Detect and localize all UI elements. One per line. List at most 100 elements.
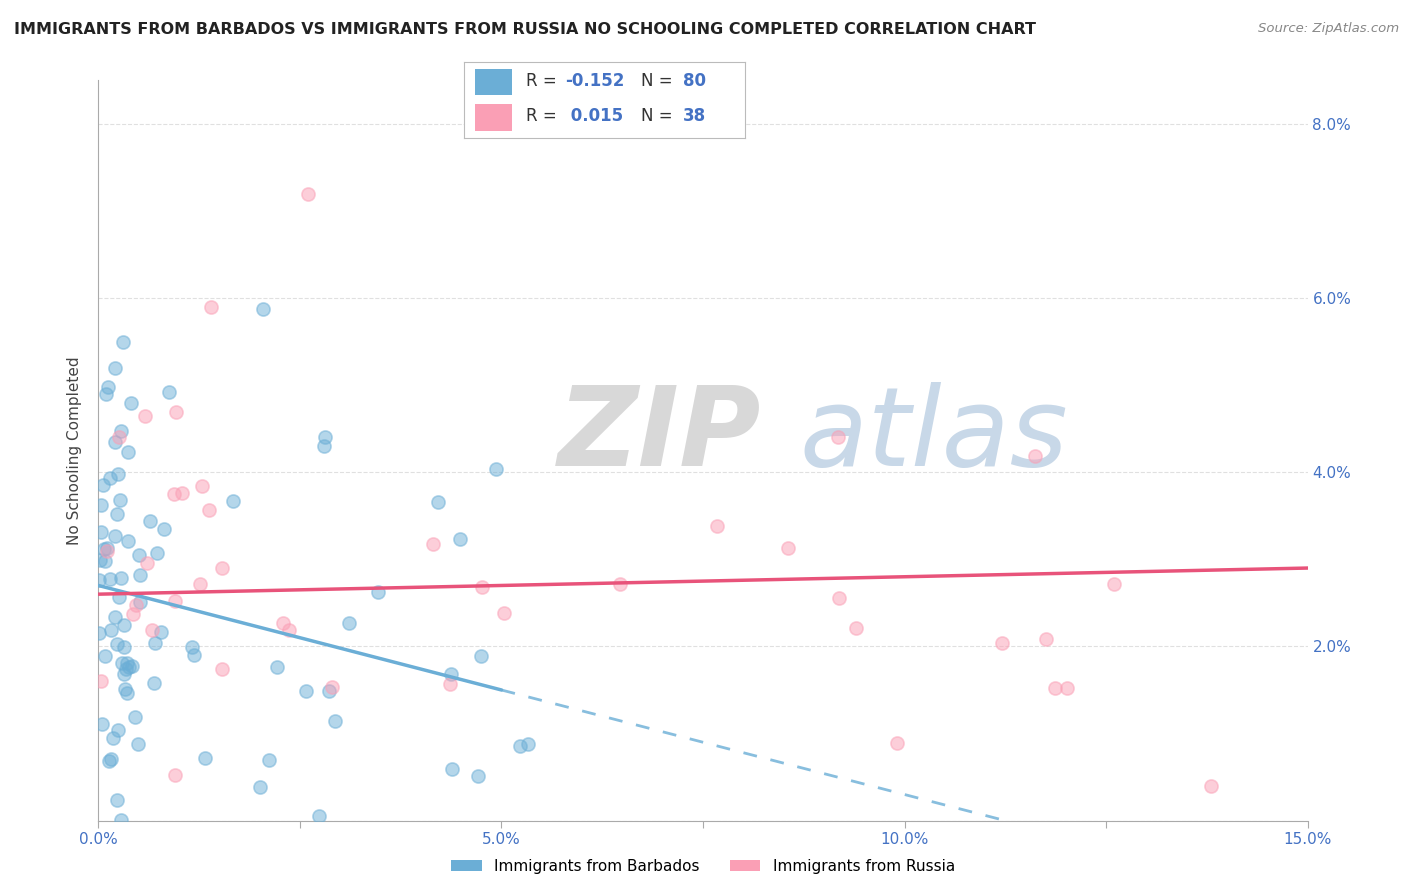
Point bbox=[314, 439, 336, 453]
Point bbox=[321, 680, 343, 694]
Point bbox=[110, 570, 132, 584]
Point bbox=[1056, 681, 1078, 696]
Point bbox=[120, 395, 142, 409]
Point bbox=[90, 716, 112, 731]
Point bbox=[134, 409, 156, 424]
Point bbox=[104, 528, 127, 542]
Point bbox=[470, 649, 492, 664]
Point bbox=[439, 677, 461, 691]
Point bbox=[89, 553, 111, 567]
Text: R =: R = bbox=[526, 107, 562, 125]
Point bbox=[441, 762, 464, 776]
Point bbox=[494, 606, 516, 620]
Point bbox=[112, 618, 135, 632]
Point bbox=[129, 595, 152, 609]
Point bbox=[163, 768, 186, 782]
Text: Source: ZipAtlas.com: Source: ZipAtlas.com bbox=[1258, 22, 1399, 36]
Point bbox=[163, 594, 186, 608]
Point bbox=[422, 537, 444, 551]
Legend: Immigrants from Barbados, Immigrants from Russia: Immigrants from Barbados, Immigrants fro… bbox=[444, 853, 962, 880]
Point bbox=[827, 430, 849, 444]
Point bbox=[426, 495, 449, 509]
Point bbox=[485, 461, 508, 475]
Point bbox=[146, 546, 169, 560]
Point bbox=[198, 503, 221, 517]
Point bbox=[277, 623, 299, 637]
Point bbox=[222, 494, 245, 508]
Point bbox=[180, 640, 202, 654]
Point bbox=[194, 751, 217, 765]
Point bbox=[318, 684, 340, 698]
Point bbox=[266, 660, 288, 674]
Point bbox=[121, 607, 143, 621]
Point bbox=[367, 585, 389, 599]
Point bbox=[110, 425, 132, 439]
FancyBboxPatch shape bbox=[475, 69, 512, 95]
Point bbox=[706, 519, 728, 533]
Point bbox=[105, 793, 128, 807]
Point bbox=[110, 492, 132, 507]
Point bbox=[112, 667, 135, 681]
Point bbox=[103, 731, 125, 745]
Text: 80: 80 bbox=[683, 72, 706, 90]
Point bbox=[114, 681, 136, 696]
Point bbox=[108, 591, 131, 605]
Point bbox=[1102, 577, 1125, 591]
Point bbox=[828, 591, 851, 605]
Text: IMMIGRANTS FROM BARBADOS VS IMMIGRANTS FROM RUSSIA NO SCHOOLING COMPLETED CORREL: IMMIGRANTS FROM BARBADOS VS IMMIGRANTS F… bbox=[14, 22, 1036, 37]
Text: N =: N = bbox=[641, 107, 678, 125]
Point bbox=[124, 710, 146, 724]
Point bbox=[271, 615, 294, 630]
Point bbox=[249, 780, 271, 794]
Point bbox=[297, 186, 319, 201]
Point bbox=[103, 610, 125, 624]
Point bbox=[117, 534, 139, 549]
Point bbox=[165, 405, 187, 419]
Point bbox=[145, 635, 167, 649]
Point bbox=[89, 573, 111, 587]
Point bbox=[117, 444, 139, 458]
Text: 0.015: 0.015 bbox=[565, 107, 623, 125]
Point bbox=[172, 486, 194, 500]
Point bbox=[105, 637, 128, 651]
Point bbox=[163, 487, 186, 501]
Point bbox=[97, 379, 120, 393]
Point bbox=[1035, 632, 1057, 647]
Point bbox=[143, 676, 166, 690]
Point bbox=[308, 809, 330, 823]
Point bbox=[125, 599, 148, 613]
Point bbox=[136, 556, 159, 570]
Point bbox=[1024, 449, 1046, 463]
Point bbox=[94, 553, 117, 567]
Point bbox=[991, 636, 1014, 650]
Point bbox=[141, 624, 163, 638]
Point bbox=[89, 498, 111, 512]
Point bbox=[104, 434, 127, 449]
Point bbox=[118, 660, 141, 674]
Point bbox=[100, 752, 122, 766]
Point bbox=[323, 714, 346, 728]
Point bbox=[183, 648, 205, 663]
Point bbox=[121, 658, 143, 673]
Point bbox=[609, 577, 631, 591]
Point bbox=[1199, 779, 1222, 793]
Point bbox=[467, 768, 489, 782]
Point bbox=[259, 753, 281, 767]
Point bbox=[440, 667, 463, 681]
Point bbox=[107, 467, 129, 481]
Point bbox=[91, 478, 114, 492]
Point bbox=[96, 541, 118, 556]
Point bbox=[111, 657, 134, 671]
Point bbox=[100, 471, 122, 485]
Point bbox=[129, 568, 152, 582]
Point bbox=[139, 515, 162, 529]
Text: N =: N = bbox=[641, 72, 678, 90]
Point bbox=[200, 300, 222, 314]
Point bbox=[117, 686, 139, 700]
Point bbox=[471, 580, 494, 594]
Point bbox=[100, 624, 122, 638]
Point bbox=[96, 544, 118, 558]
Point bbox=[103, 360, 125, 375]
Text: R =: R = bbox=[526, 72, 562, 90]
Text: atlas: atlas bbox=[800, 382, 1069, 489]
